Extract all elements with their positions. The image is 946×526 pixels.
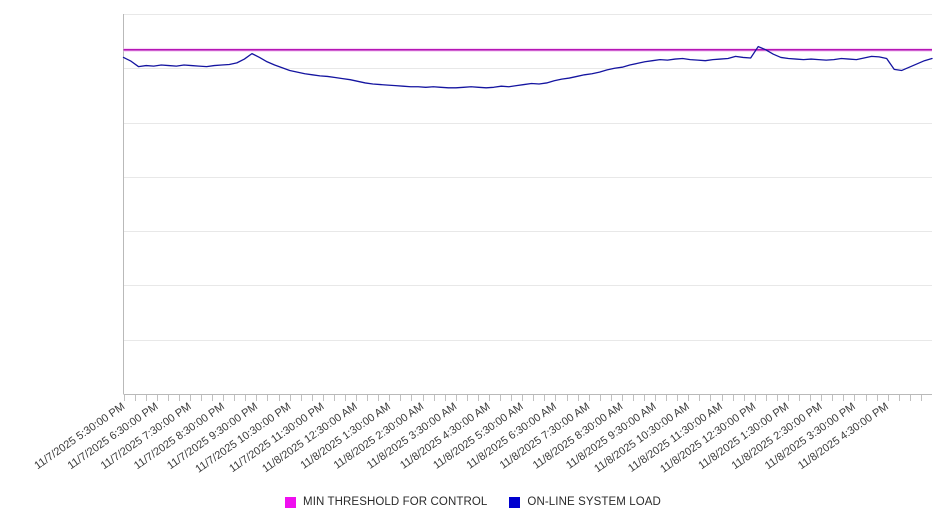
legend-item-min-threshold-for-control[interactable]: MIN THRESHOLD FOR CONTROL bbox=[285, 496, 487, 508]
axes bbox=[123, 14, 932, 395]
legend-swatch-blue-icon bbox=[509, 496, 521, 508]
chart-legend: MIN THRESHOLD FOR CONTROL ON-LINE SYSTEM… bbox=[0, 496, 946, 508]
gridlines bbox=[123, 14, 932, 341]
series-line-on-line-system-load bbox=[122, 45, 933, 89]
series-lines bbox=[122, 45, 933, 89]
legend-item-on-line-system-load[interactable]: ON-LINE SYSTEM LOAD bbox=[509, 496, 661, 508]
legend-label-min-threshold-for-control: MIN THRESHOLD FOR CONTROL bbox=[303, 496, 488, 508]
legend-label-on-line-system-load: ON-LINE SYSTEM LOAD bbox=[527, 496, 661, 508]
legend-swatch-magenta-icon bbox=[285, 496, 297, 508]
x-axis-tick-marks bbox=[124, 395, 922, 401]
